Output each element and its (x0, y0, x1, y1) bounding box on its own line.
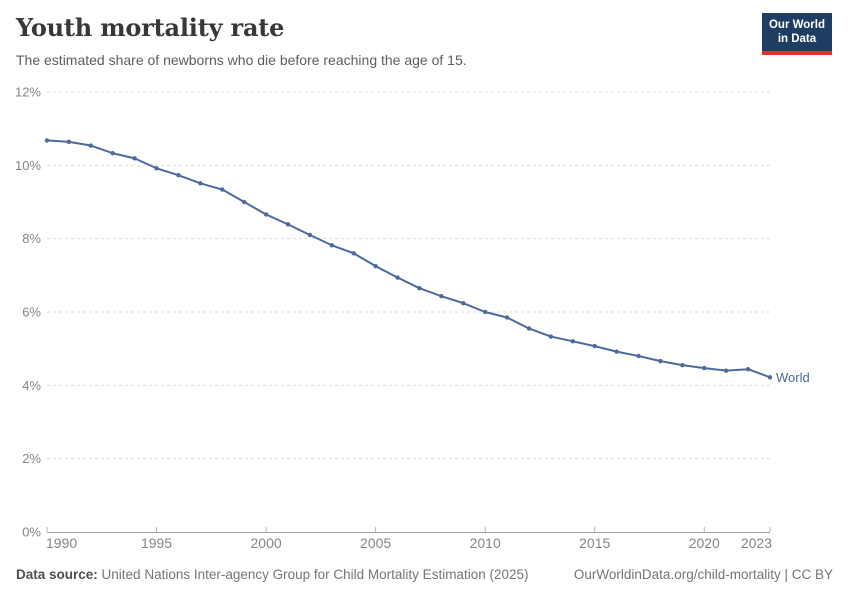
data-point[interactable] (526, 326, 532, 331)
data-source-label: Data source: (16, 567, 98, 582)
data-point[interactable] (241, 199, 247, 205)
data-point[interactable] (658, 358, 663, 364)
data-point[interactable] (548, 334, 554, 339)
data-point[interactable] (307, 232, 313, 238)
data-point[interactable] (329, 243, 335, 248)
data-point[interactable] (220, 187, 225, 192)
data-point[interactable] (461, 301, 466, 306)
chart-subtitle: The estimated share of newborns who die … (16, 52, 467, 68)
x-axis-label: 2015 (579, 535, 610, 551)
y-axis-label: 12% (15, 85, 41, 100)
x-axis-label: 2010 (470, 535, 501, 551)
entity-label: World (776, 370, 810, 385)
data-point[interactable] (417, 285, 422, 291)
data-point[interactable] (154, 166, 159, 171)
data-point[interactable] (592, 343, 597, 349)
data-point[interactable] (263, 212, 269, 217)
data-point[interactable] (614, 349, 619, 354)
data-point[interactable] (702, 365, 707, 371)
data-point[interactable] (373, 263, 378, 269)
data-point[interactable] (176, 173, 181, 178)
data-point[interactable] (745, 367, 751, 372)
data-point[interactable] (439, 294, 444, 299)
data-point[interactable] (66, 139, 72, 145)
data-point[interactable] (767, 375, 773, 380)
page-title: Youth mortality rate (16, 13, 285, 42)
data-point[interactable] (132, 156, 137, 161)
y-axis-label: 2% (22, 451, 41, 466)
owid-logo-line1: Our World (768, 19, 825, 31)
data-point[interactable] (395, 275, 400, 280)
x-axis-label: 2005 (360, 535, 391, 551)
y-axis-label: 10% (15, 158, 41, 173)
chart-footer: Data source: United Nations Inter-agency… (16, 567, 833, 582)
x-axis-label: 2020 (689, 535, 720, 551)
data-point[interactable] (285, 222, 291, 227)
data-point[interactable] (44, 138, 50, 143)
data-source-text: United Nations Inter-agency Group for Ch… (101, 567, 529, 582)
data-point[interactable] (680, 362, 685, 368)
x-axis-label: 2000 (251, 535, 282, 551)
data-point[interactable] (504, 315, 510, 320)
data-point[interactable] (351, 251, 356, 256)
data-point[interactable] (88, 143, 94, 148)
data-point[interactable] (723, 368, 729, 373)
x-axis-label: 2023 (741, 535, 772, 551)
data-point[interactable] (110, 151, 115, 156)
data-point[interactable] (198, 181, 203, 186)
data-line[interactable] (46, 139, 771, 379)
y-axis-label: 6% (22, 305, 41, 320)
footer-link[interactable]: OurWorldinData.org/child-mortality | CC … (573, 567, 833, 582)
y-axis-label: 8% (22, 231, 41, 246)
data-source: Data source: United Nations Inter-agency… (16, 567, 528, 582)
data-point[interactable] (636, 353, 641, 359)
owid-logo: Our World in Data (761, 13, 832, 55)
x-axis-label: 1990 (46, 535, 77, 551)
data-point[interactable] (570, 339, 576, 344)
x-axis-label: 1995 (141, 535, 172, 551)
y-axis-label: 0% (22, 525, 41, 540)
owid-logo-line2: in Data (777, 33, 817, 46)
data-point[interactable] (482, 309, 488, 315)
y-axis-label: 4% (22, 378, 41, 393)
